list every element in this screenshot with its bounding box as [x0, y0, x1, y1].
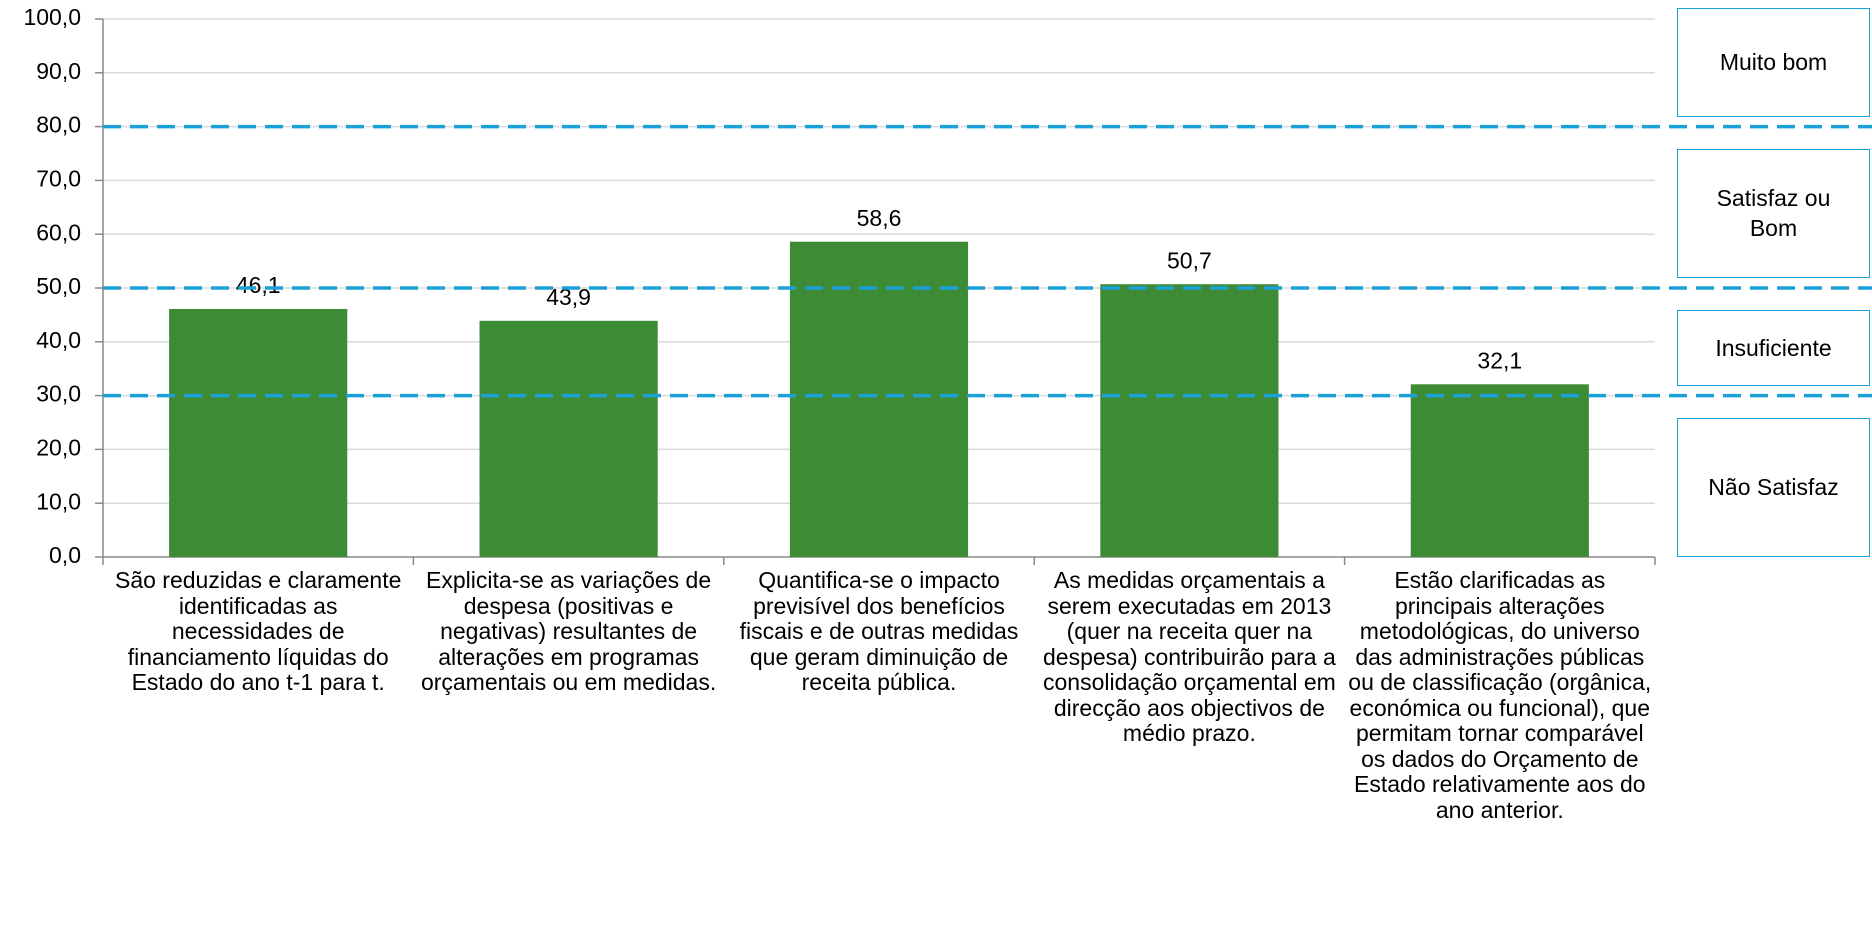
y-tick-label: 100,0 [23, 4, 81, 30]
y-tick-label: 70,0 [36, 165, 81, 191]
y-tick-label: 50,0 [36, 273, 81, 299]
y-tick-label: 20,0 [36, 434, 81, 460]
band-label: Muito bom [1677, 8, 1870, 117]
band-label: Não Satisfaz [1677, 417, 1870, 557]
y-tick-label: 80,0 [36, 112, 81, 138]
y-tick-label: 60,0 [36, 219, 81, 245]
bar [479, 320, 658, 557]
band-label: Satisfaz ou Bom [1677, 148, 1870, 278]
bar [789, 241, 969, 557]
x-tick-label: Quantifica-se o impacto previsível dos b… [739, 567, 1019, 695]
band-label: Insuficiente [1677, 310, 1870, 386]
value-label: 58,6 [857, 205, 902, 231]
y-tick-label: 40,0 [36, 327, 81, 353]
x-tick-label: As medidas orçamentais a serem executada… [1042, 567, 1336, 746]
y-tick-label: 10,0 [36, 488, 81, 514]
y-tick-label: 30,0 [36, 381, 81, 407]
x-tick-label: Estão clarificadas as principais alteraç… [1348, 567, 1652, 823]
bar [169, 308, 348, 557]
y-tick-label: 0,0 [49, 542, 81, 568]
bar [1410, 384, 1589, 557]
value-label: 46,1 [236, 272, 281, 298]
y-tick-label: 90,0 [36, 58, 81, 84]
x-tick-label: Explicita-se as variações de despesa (po… [420, 567, 717, 695]
value-label: 32,1 [1477, 347, 1522, 373]
x-tick-label: São reduzidas e claramente identificadas… [114, 567, 402, 695]
bar [1100, 284, 1279, 557]
value-label: 50,7 [1167, 247, 1212, 273]
